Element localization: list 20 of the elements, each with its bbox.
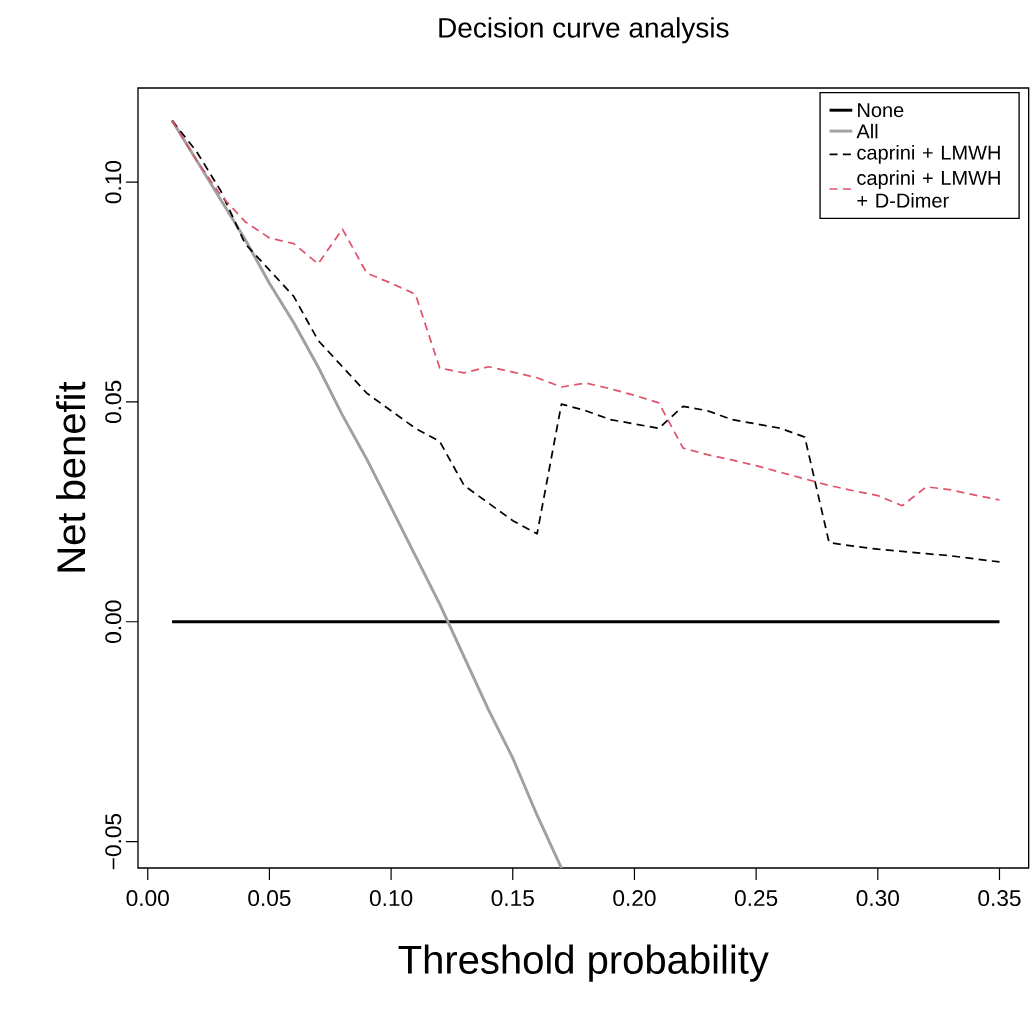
y-tick-label: 0.10	[105, 160, 122, 204]
y-tick-label: 0.00	[105, 600, 122, 643]
x-tick-label: 0.15	[491, 890, 534, 907]
y-axis-title: Net benefit	[56, 381, 86, 572]
x-tick-label: 0.00	[126, 890, 169, 907]
x-tick-label: 0.30	[856, 890, 899, 907]
y-tick-label: −0.05	[105, 813, 122, 870]
x-axis-title: Threshold probability	[398, 944, 769, 982]
x-tick-label: 0.20	[613, 890, 656, 907]
chart-title: Decision curve analysis	[439, 17, 729, 44]
legend-label: None	[858, 103, 904, 118]
x-tick-label: 0.35	[978, 890, 1021, 907]
line-series	[170, 119, 563, 868]
x-tick-label: 0.05	[248, 890, 291, 907]
x-tick-label: 0.25	[734, 890, 778, 907]
legend-label: caprini + LMWH + D-Dimer	[857, 170, 1000, 208]
legend-label: caprini + LMWH	[857, 145, 1000, 164]
y-tick-label: 0.05	[105, 380, 122, 424]
x-tick-label: 0.10	[369, 890, 413, 907]
legend-label: All	[856, 123, 878, 139]
